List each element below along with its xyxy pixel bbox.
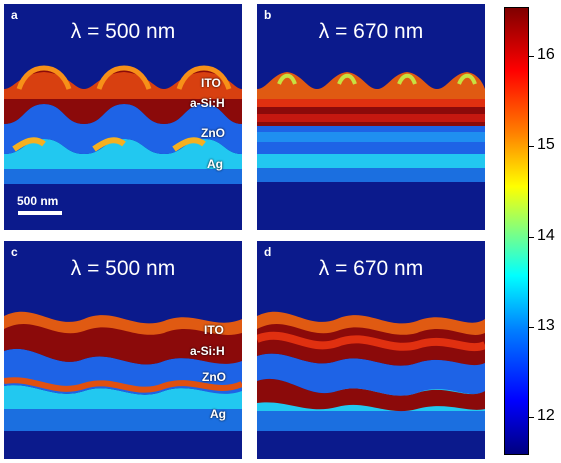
- scale-bar-label: 500 nm: [17, 194, 59, 208]
- field-map-a: [4, 4, 242, 230]
- colorbar-tick-label: 15: [537, 136, 555, 153]
- layer-label-zno: ZnO: [201, 126, 225, 140]
- wavelength-label: λ = 670 nm: [318, 20, 424, 43]
- wavelength-label: λ = 670 nm: [318, 257, 424, 280]
- panel-label: a: [11, 8, 18, 22]
- colorbar-tick: [528, 417, 534, 418]
- layer-label-ag: Ag: [210, 407, 226, 421]
- panel-a: a λ = 500 nm ITO a-Si:H ZnO Ag 500 nm: [4, 4, 242, 230]
- colorbar-tick-label: 13: [537, 317, 555, 334]
- colorbar-tick: [528, 56, 534, 57]
- layer-label-ito: ITO: [201, 76, 221, 90]
- layer-label-asih: a-Si:H: [190, 96, 225, 110]
- colorbar-tick: [528, 237, 534, 238]
- layer-label-ito: ITO: [204, 323, 224, 337]
- field-map-d: [257, 241, 485, 459]
- panel-b: b λ = 670 nm: [257, 4, 485, 230]
- field-map-b: [257, 4, 485, 230]
- layer-label-asih: a-Si:H: [190, 344, 225, 358]
- wavelength-label: λ = 500 nm: [70, 257, 176, 280]
- panel-c: c λ = 500 nm ITO a-Si:H ZnO Ag: [4, 241, 242, 459]
- colorbar-tick-label: 16: [537, 46, 555, 63]
- colorbar-tick: [528, 327, 534, 328]
- colorbar-tick: [528, 146, 534, 147]
- colorbar-tick-label: 14: [537, 227, 555, 244]
- panel-d: d λ = 670 nm: [257, 241, 485, 459]
- wavelength-label: λ = 500 nm: [70, 20, 176, 43]
- panel-label: b: [264, 8, 272, 22]
- layer-label-zno: ZnO: [202, 370, 226, 384]
- layer-label-ag: Ag: [207, 157, 223, 171]
- panel-label: d: [264, 245, 272, 259]
- scale-bar: [18, 211, 62, 215]
- panel-label: c: [11, 245, 18, 259]
- colorbar-tick-label: 12: [537, 407, 555, 424]
- colorbar: [504, 7, 529, 455]
- field-map-c: [4, 241, 242, 459]
